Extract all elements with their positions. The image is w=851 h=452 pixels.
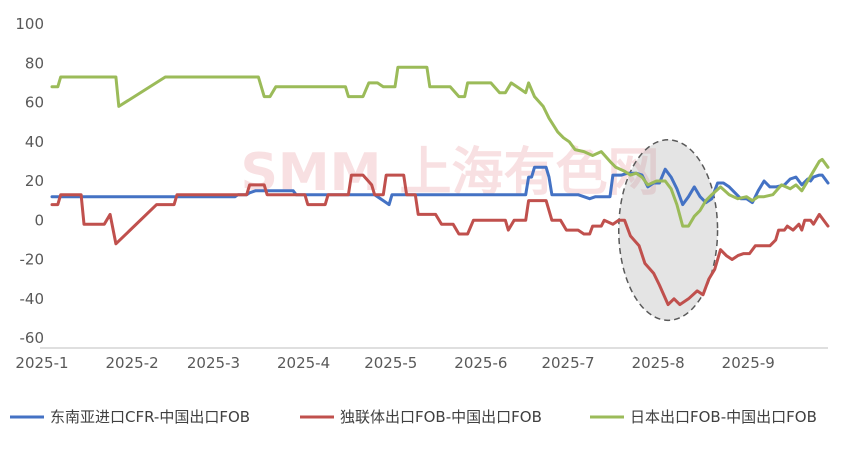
- x-tick-label: 2025-6: [454, 354, 507, 372]
- series-layer: [50, 65, 830, 307]
- y-tick-label: 40: [25, 133, 44, 151]
- x-tick-label: 2025-4: [277, 354, 330, 372]
- y-tick-label: -60: [20, 329, 45, 347]
- y-tick-label: -20: [20, 251, 45, 269]
- x-tick-label: 2025-1: [15, 354, 68, 372]
- y-tick-label: 100: [15, 15, 44, 33]
- highlight-ellipse: [617, 139, 719, 322]
- x-tick-label: 2025-8: [632, 354, 685, 372]
- legend: 东南亚进口CFR-中国出口FOB 独联体出口FOB-中国出口FOB 日本出口FOB-…: [10, 408, 817, 426]
- legend-label-0: 东南亚进口CFR-中国出口FOB: [50, 408, 250, 426]
- y-tick-label: 0: [34, 211, 44, 229]
- series-line-0: [50, 165, 830, 207]
- legend-label-2: 日本出口FOB-中国出口FOB: [630, 408, 817, 426]
- x-tick-label: 2025-5: [364, 354, 417, 372]
- y-tick-label: 80: [25, 54, 44, 72]
- x-tick-label: 2025-9: [722, 354, 775, 372]
- series-line-2: [50, 65, 830, 228]
- annotation-layer: [617, 139, 719, 322]
- y-tick-label: 60: [25, 94, 44, 112]
- series-line-1: [50, 173, 830, 307]
- x-tick-label: 2025-7: [541, 354, 594, 372]
- y-axis: 100 80 60 40 20 0 -20 -40 -60: [15, 15, 44, 347]
- y-tick-label: 20: [25, 172, 44, 190]
- y-tick-label: -40: [20, 290, 45, 308]
- x-axis: 2025-1 2025-2 2025-3 2025-4 2025-5 2025-6 2025…: [15, 347, 828, 372]
- x-tick-label: 2025-3: [187, 354, 240, 372]
- legend-label-1: 独联体出口FOB-中国出口FOB: [340, 408, 542, 426]
- x-tick-label: 2025-2: [106, 354, 159, 372]
